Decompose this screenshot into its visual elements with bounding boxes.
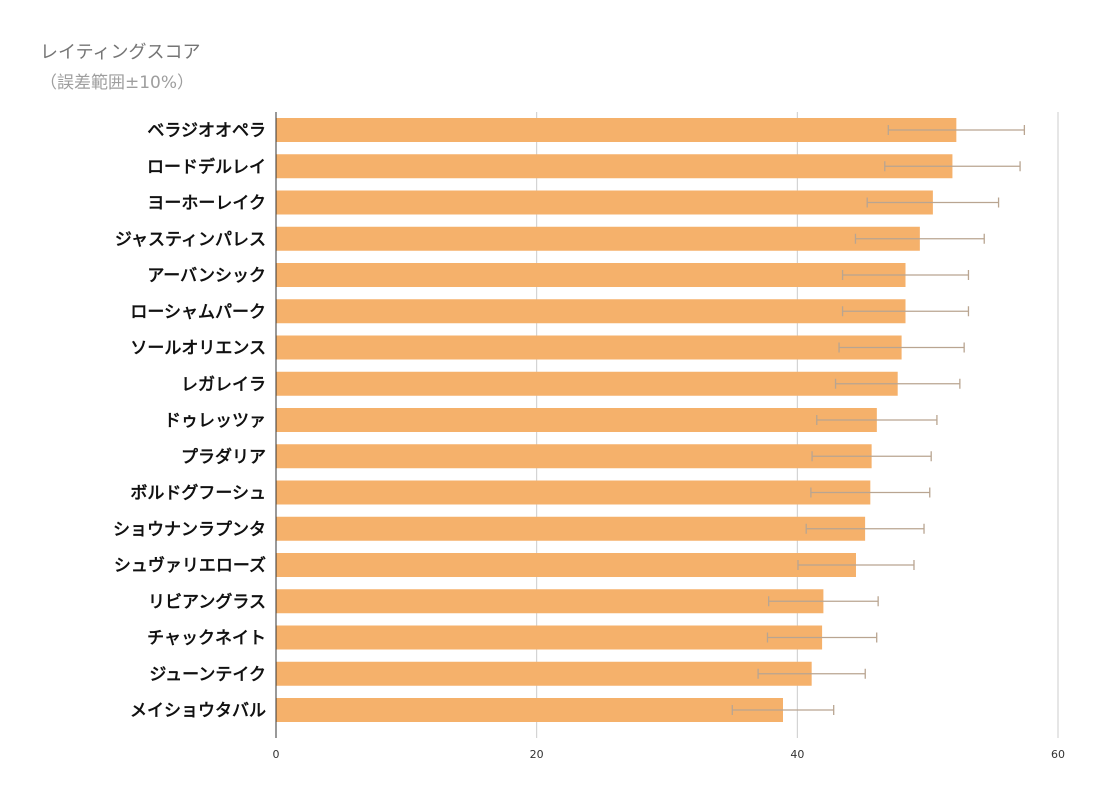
bar	[276, 553, 856, 577]
category-label: ローシャムパーク	[130, 302, 266, 322]
category-label: ソールオリエンス	[130, 339, 266, 359]
bar	[276, 625, 823, 650]
category-label: ボルドグフーシュ	[130, 483, 266, 504]
category-label: シュヴァリエローズ	[114, 555, 266, 576]
category-label: ドゥレッツァ	[164, 411, 266, 431]
category-label: チャックネイト	[147, 629, 266, 649]
bar	[276, 516, 866, 541]
category-label: レガレイラ	[181, 375, 266, 395]
bar	[276, 299, 906, 324]
category-label: ジューンテイク	[149, 665, 266, 685]
bar	[276, 371, 898, 396]
x-tick-label: 60	[1051, 748, 1065, 761]
category-label: ヨーホーレイク	[147, 194, 266, 214]
chart-title: レイティングスコア	[40, 42, 201, 63]
bar	[276, 480, 871, 505]
chart-subtitle: （誤差範囲±10%）	[40, 73, 195, 93]
category-label: ロードデルレイ	[147, 156, 266, 177]
category-label: メイショウタバル	[130, 701, 266, 721]
category-label: アーバンシック	[147, 266, 266, 286]
bar	[276, 226, 920, 251]
bar	[276, 335, 902, 360]
bar	[276, 408, 877, 432]
bar	[276, 154, 953, 179]
category-label: プラダリア	[181, 446, 266, 467]
bar	[276, 190, 933, 215]
x-tick-label: 20	[530, 748, 544, 761]
category-label: ショウナンラプンタ	[113, 519, 266, 540]
category-label: リビアングラス	[148, 591, 266, 612]
bar	[276, 263, 906, 287]
category-label: ベラジオオペラ	[147, 121, 266, 141]
category-label: ジャスティンパレス	[115, 230, 266, 250]
bar	[276, 589, 824, 614]
bar	[276, 444, 872, 469]
x-tick-label: 40	[790, 748, 804, 761]
x-tick-label: 0	[273, 748, 280, 761]
bar	[276, 698, 783, 722]
bar	[276, 661, 812, 686]
bar	[276, 118, 957, 142]
